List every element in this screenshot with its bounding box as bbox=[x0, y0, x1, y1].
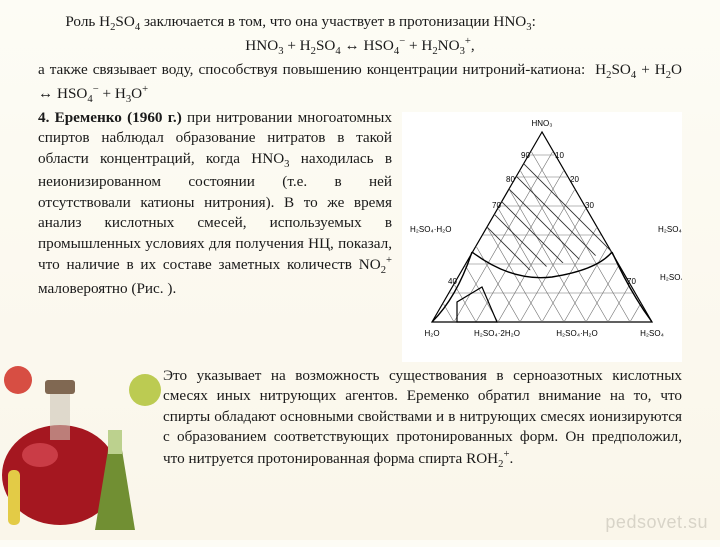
equation-1: HNO3 + H2SO4 ↔ HSO4− + H2NO3+, bbox=[38, 35, 682, 59]
paragraph-1-cont: а также связывает воду, способствуя повы… bbox=[38, 60, 682, 108]
para2-body: при нитровании многоатомных спиртов набл… bbox=[38, 109, 392, 297]
svg-text:H₂SO₄: H₂SO₄ bbox=[658, 225, 682, 234]
paragraph-3: Это указывает на возможность существован… bbox=[38, 366, 682, 473]
svg-text:H₂SO₄·2H₂O: H₂SO₄·2H₂O bbox=[474, 329, 520, 338]
svg-text:90: 90 bbox=[521, 151, 530, 160]
para2-lead: 4. Еременко (1960 г.) bbox=[38, 109, 182, 126]
svg-text:70: 70 bbox=[492, 201, 501, 210]
svg-text:30: 30 bbox=[585, 201, 594, 210]
svg-text:10: 10 bbox=[555, 151, 564, 160]
ternary-diagram: HNO₃ H₂SO₄·H₂O H₂SO₄ H₂SO₄ H₂O H₂SO₄·2H₂… bbox=[402, 112, 682, 362]
svg-text:80: 80 bbox=[506, 175, 515, 184]
svg-text:H₂SO₄·H₂O: H₂SO₄·H₂O bbox=[410, 225, 451, 234]
svg-text:H₂O: H₂O bbox=[424, 329, 439, 338]
page-content: Роль H2SO4 заключается в том, что она уч… bbox=[0, 0, 720, 540]
watermark: pedsovet.su bbox=[605, 510, 708, 534]
svg-text:H₂SO₄·H₂O: H₂SO₄·H₂O bbox=[556, 329, 597, 338]
svg-text:70: 70 bbox=[627, 277, 636, 286]
svg-text:20: 20 bbox=[570, 175, 579, 184]
svg-text:H₂SO₄: H₂SO₄ bbox=[660, 273, 682, 282]
svg-text:40: 40 bbox=[448, 277, 457, 286]
svg-text:H₂SO₄: H₂SO₄ bbox=[640, 329, 664, 338]
wrap-block: HNO₃ H₂SO₄·H₂O H₂SO₄ H₂SO₄ H₂O H₂SO₄·2H₂… bbox=[38, 108, 682, 366]
svg-text:HNO₃: HNO₃ bbox=[531, 119, 552, 128]
paragraph-1-line1: Роль H2SO4 заключается в том, что она уч… bbox=[38, 12, 682, 35]
